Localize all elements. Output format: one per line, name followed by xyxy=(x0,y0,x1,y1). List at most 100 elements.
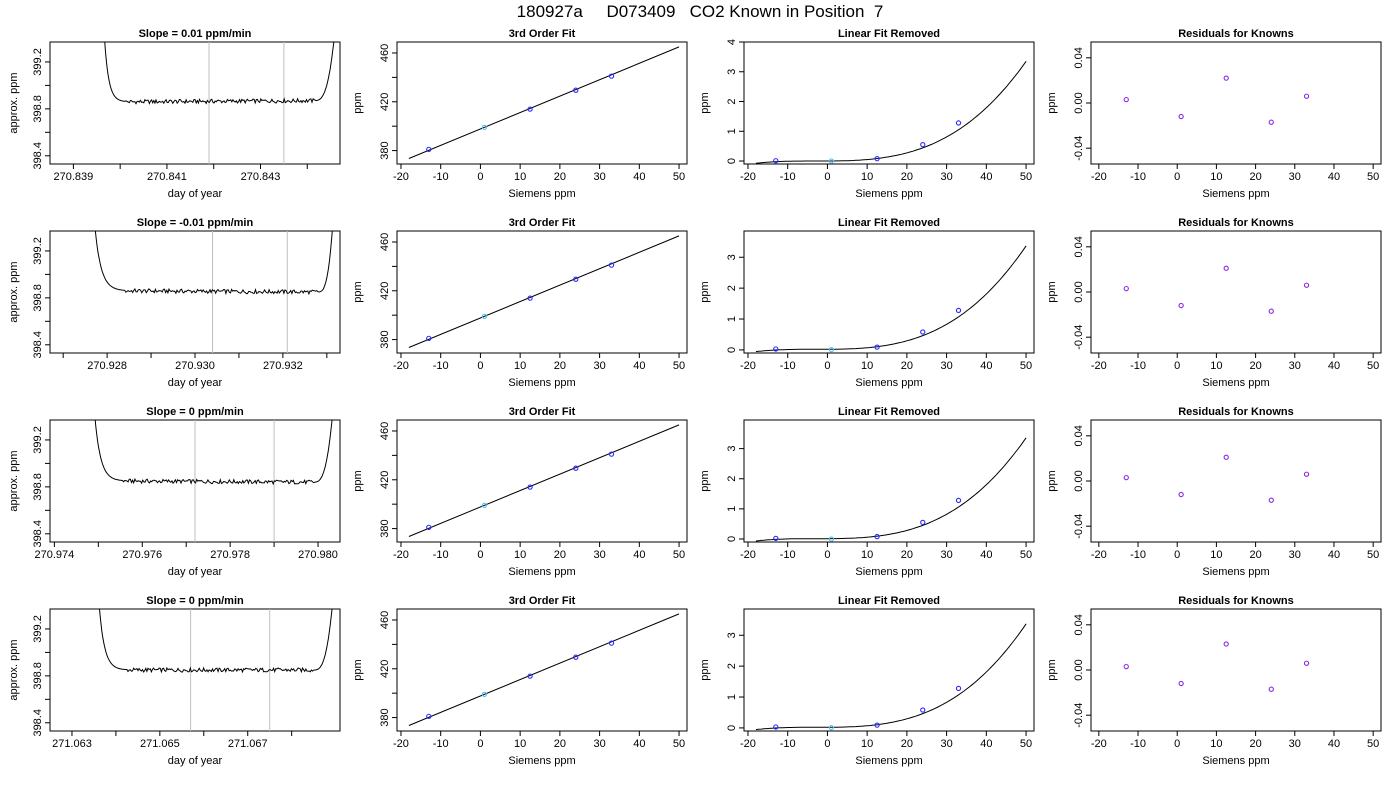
data-point xyxy=(1303,660,1310,666)
x-tick-label: 10 xyxy=(514,360,526,372)
x-tick-label: -10 xyxy=(1130,360,1146,372)
x-axis-label: Siemens ppm xyxy=(508,188,575,200)
x-tick-label: -20 xyxy=(393,549,409,561)
panel-title: Residuals for Knowns xyxy=(1178,406,1294,418)
x-tick-label: 40 xyxy=(980,549,992,561)
x-tick-label: 20 xyxy=(1249,171,1261,183)
data-point xyxy=(955,497,962,504)
x-tick-label: 50 xyxy=(1020,549,1032,561)
x-tick-label: -20 xyxy=(740,360,756,372)
panel-title: 3rd Order Fit xyxy=(509,28,576,40)
x-tick-label: 10 xyxy=(1210,360,1222,372)
x-tick-label: 40 xyxy=(1328,171,1340,183)
y-tick-label: 460 xyxy=(379,422,391,440)
data-point xyxy=(1303,282,1310,288)
x-tick-label: 0 xyxy=(1174,549,1180,561)
x-tick-label: 10 xyxy=(861,738,873,750)
y-tick-label: 0.00 xyxy=(1073,92,1085,113)
data-point xyxy=(955,120,962,126)
y-axis-label: ppm xyxy=(352,281,364,302)
data-point xyxy=(1178,113,1184,120)
x-tick-label: 30 xyxy=(1289,738,1301,750)
co2-trace-line xyxy=(94,420,333,486)
y-tick-label: 0 xyxy=(726,536,738,542)
x-tick-label: 40 xyxy=(1328,360,1340,372)
data-point xyxy=(1268,119,1274,125)
data-point xyxy=(1123,96,1129,103)
x-tick-label: 270.839 xyxy=(54,171,94,183)
x-axis-label: day of year xyxy=(168,755,223,767)
x-tick-label: 50 xyxy=(1020,171,1032,183)
data-point xyxy=(481,502,488,509)
data-point xyxy=(481,313,488,320)
plot-frame xyxy=(396,419,688,543)
y-tick-label: 399.2 xyxy=(32,615,44,643)
x-tick-label: 0 xyxy=(824,360,830,372)
fit-line xyxy=(408,235,680,348)
plot-frame xyxy=(743,41,1035,165)
x-tick-label: 10 xyxy=(1210,171,1222,183)
x-tick-label: -20 xyxy=(393,360,409,372)
x-tick-label: 0 xyxy=(1174,360,1180,372)
x-tick-label: 30 xyxy=(593,738,605,750)
x-tick-label: -10 xyxy=(1130,738,1146,750)
x-tick-label: -20 xyxy=(393,738,409,750)
x-tick-label: 50 xyxy=(1020,360,1032,372)
y-axis-label: ppm xyxy=(352,470,364,491)
panel-title: Linear Fit Removed xyxy=(838,217,940,229)
x-axis-label: Siemens ppm xyxy=(855,377,922,389)
data-point xyxy=(1223,75,1229,81)
y-tick-label: 460 xyxy=(379,44,391,62)
x-tick-label: 20 xyxy=(901,360,913,372)
data-point xyxy=(874,155,880,162)
data-point xyxy=(874,722,880,728)
x-tick-label: 50 xyxy=(1367,360,1379,372)
data-point xyxy=(1178,680,1184,687)
data-point xyxy=(426,713,432,720)
data-point xyxy=(920,142,926,148)
x-tick-label: -20 xyxy=(740,171,756,183)
x-tick-label: 20 xyxy=(901,549,913,561)
y-tick-label: 399.2 xyxy=(32,426,44,454)
y-axis-label: ppm xyxy=(1046,281,1058,302)
x-axis-label: Siemens ppm xyxy=(508,566,575,578)
x-tick-label: 0 xyxy=(477,738,483,750)
y-tick-label: 398.4 xyxy=(32,709,44,737)
y-tick-label: 2 xyxy=(726,98,738,104)
panel-title: Slope = -0.01 ppm/min xyxy=(137,217,254,229)
y-tick-label: 380 xyxy=(379,708,391,726)
panel-title: 3rd Order Fit xyxy=(509,217,576,229)
x-tick-label: 50 xyxy=(673,549,685,561)
y-tick-label: 420 xyxy=(379,660,391,678)
y-axis-label: ppm xyxy=(352,659,364,680)
y-tick-label: 3 xyxy=(726,69,738,75)
y-axis-label: ppm xyxy=(1046,470,1058,491)
y-tick-label: 398.4 xyxy=(32,520,44,548)
panel-title: Linear Fit Removed xyxy=(838,595,940,607)
x-tick-label: -10 xyxy=(1130,171,1146,183)
x-tick-label: 50 xyxy=(1367,738,1379,750)
data-point xyxy=(481,124,488,131)
data-point xyxy=(608,451,615,457)
y-tick-label: 399.2 xyxy=(32,237,44,265)
data-point xyxy=(1303,471,1310,477)
data-point xyxy=(773,346,779,352)
y-tick-label: 460 xyxy=(379,611,391,629)
y-tick-label: 0.04 xyxy=(1073,425,1085,446)
x-tick-label: 30 xyxy=(1289,549,1301,561)
y-axis-label: approx. ppm xyxy=(8,261,20,322)
y-tick-label: 398.4 xyxy=(32,331,44,359)
y-tick-label: 2 xyxy=(726,285,738,291)
y-tick-label: 420 xyxy=(379,93,391,111)
data-point xyxy=(527,295,533,301)
fit-curve xyxy=(755,61,1027,164)
panel-title: 3rd Order Fit xyxy=(509,406,576,418)
data-point xyxy=(1268,497,1274,503)
data-point xyxy=(828,346,835,353)
plot-frame xyxy=(1090,41,1382,165)
x-tick-label: 30 xyxy=(593,171,605,183)
panel-title: Slope = 0 ppm/min xyxy=(146,406,244,418)
x-tick-label: 30 xyxy=(1289,360,1301,372)
y-tick-label: 398.4 xyxy=(32,142,44,170)
y-tick-label: -0.04 xyxy=(1073,514,1085,539)
